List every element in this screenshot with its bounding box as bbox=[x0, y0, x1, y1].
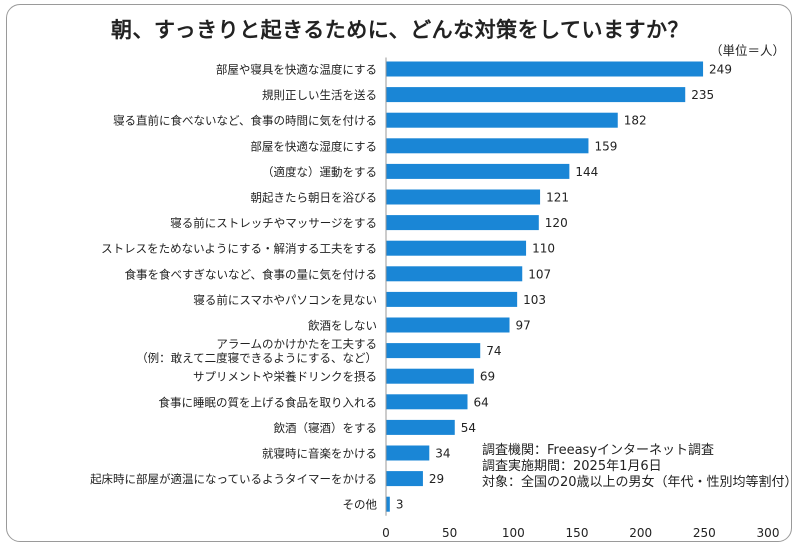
x-tick-label-50: 50 bbox=[442, 526, 457, 540]
value-label-7: 120 bbox=[545, 216, 568, 230]
value-label-16: 34 bbox=[435, 447, 450, 461]
category-label-12-line-2: （例：敢えて二度寝できるようにする、など） bbox=[136, 351, 377, 365]
bar-18 bbox=[386, 496, 390, 512]
category-label-12-line-1: アラームのかけかたを工夫する bbox=[216, 337, 377, 351]
category-label-7: 寝る前にストレッチやマッサージをする bbox=[170, 216, 377, 230]
bar-14 bbox=[386, 394, 468, 410]
category-label-8: ストレスをためないようにする・解消する工夫をする bbox=[101, 242, 377, 256]
survey-note-target: 対象：全国の20歳以上の男女（年代・性別均等割付） bbox=[482, 475, 798, 490]
category-label-10: 寝る前にスマホやパソコンを見ない bbox=[193, 293, 377, 307]
value-label-14: 64 bbox=[473, 395, 488, 409]
value-label-5: 144 bbox=[575, 165, 598, 179]
bar-1 bbox=[386, 61, 704, 77]
value-label-4: 159 bbox=[594, 139, 617, 153]
x-tick-label-300: 300 bbox=[757, 526, 780, 540]
bar-16 bbox=[386, 445, 430, 461]
value-label-8: 110 bbox=[532, 242, 555, 256]
category-label-13: サプリメントや栄養ドリンクを摂る bbox=[193, 370, 377, 384]
value-label-9: 107 bbox=[528, 267, 551, 281]
bar-9 bbox=[386, 266, 523, 282]
bar-8 bbox=[386, 240, 527, 256]
category-label-11: 飲酒をしない bbox=[308, 319, 377, 333]
bar-6 bbox=[386, 189, 541, 205]
value-label-13: 69 bbox=[480, 370, 495, 384]
category-label-15: 飲酒（寝酒）をする bbox=[274, 421, 378, 435]
category-label-2: 規則正しい生活を送る bbox=[262, 88, 377, 102]
value-label-2: 235 bbox=[691, 88, 714, 102]
survey-note-period: 調査実施期間：2025年1月6日 bbox=[482, 459, 662, 474]
value-label-17: 29 bbox=[429, 472, 444, 486]
value-label-6: 121 bbox=[546, 191, 569, 205]
bar-10 bbox=[386, 291, 518, 307]
x-tick-label-250: 250 bbox=[693, 526, 716, 540]
category-label-4: 部屋を快適な湿度にする bbox=[250, 139, 377, 153]
survey-note: 調査機関：Freeasyインターネット調査 調査実施期間：2025年1月6日 対… bbox=[482, 443, 798, 491]
bar-17 bbox=[386, 471, 423, 487]
x-tick-label-100: 100 bbox=[502, 526, 525, 540]
bar-7 bbox=[386, 215, 539, 231]
value-label-3: 182 bbox=[624, 114, 647, 128]
category-label-5: （適度な）運動をする bbox=[262, 165, 377, 179]
category-label-6: 朝起きたら朝日を浴びる bbox=[251, 191, 378, 205]
bar-5 bbox=[386, 163, 570, 179]
category-label-18: その他 bbox=[343, 498, 378, 512]
value-label-18: 3 bbox=[396, 498, 404, 512]
value-label-10: 103 bbox=[523, 293, 546, 307]
bar-13 bbox=[386, 368, 474, 384]
survey-note-org: 調査機関：Freeasyインターネット調査 bbox=[482, 443, 715, 458]
value-label-11: 97 bbox=[516, 319, 531, 333]
unit-label: （単位＝人） bbox=[710, 43, 786, 58]
value-label-15: 54 bbox=[461, 421, 476, 435]
bar-2 bbox=[386, 87, 686, 103]
category-label-17: 起床時に部屋が適温になっているようタイマーをかける bbox=[90, 472, 377, 486]
x-tick-label-0: 0 bbox=[382, 526, 390, 540]
category-label-3: 寝る直前に食べないなど、食事の時間に気を付ける bbox=[113, 114, 377, 128]
x-tick-label-150: 150 bbox=[566, 526, 589, 540]
bar-11 bbox=[386, 317, 510, 333]
bar-12 bbox=[386, 343, 481, 359]
category-label-1: 部屋や寝具を快適な温度にする bbox=[216, 63, 377, 77]
value-label-12: 74 bbox=[486, 344, 501, 358]
value-label-1: 249 bbox=[709, 63, 732, 77]
category-label-14: 食事に睡眠の質を上げる食品を取り入れる bbox=[159, 395, 378, 409]
x-tick-label-200: 200 bbox=[629, 526, 652, 540]
bar-15 bbox=[386, 419, 455, 435]
bar-4 bbox=[386, 138, 589, 154]
category-label-16: 就寝時に音楽をかける bbox=[262, 447, 377, 461]
bar-3 bbox=[386, 112, 618, 128]
chart-title: 朝、すっきりと起きるために、どんな対策をしていますか？ bbox=[111, 18, 689, 42]
category-label-9: 食事を食べすぎないなど、食事の量に気を付ける bbox=[125, 267, 377, 281]
